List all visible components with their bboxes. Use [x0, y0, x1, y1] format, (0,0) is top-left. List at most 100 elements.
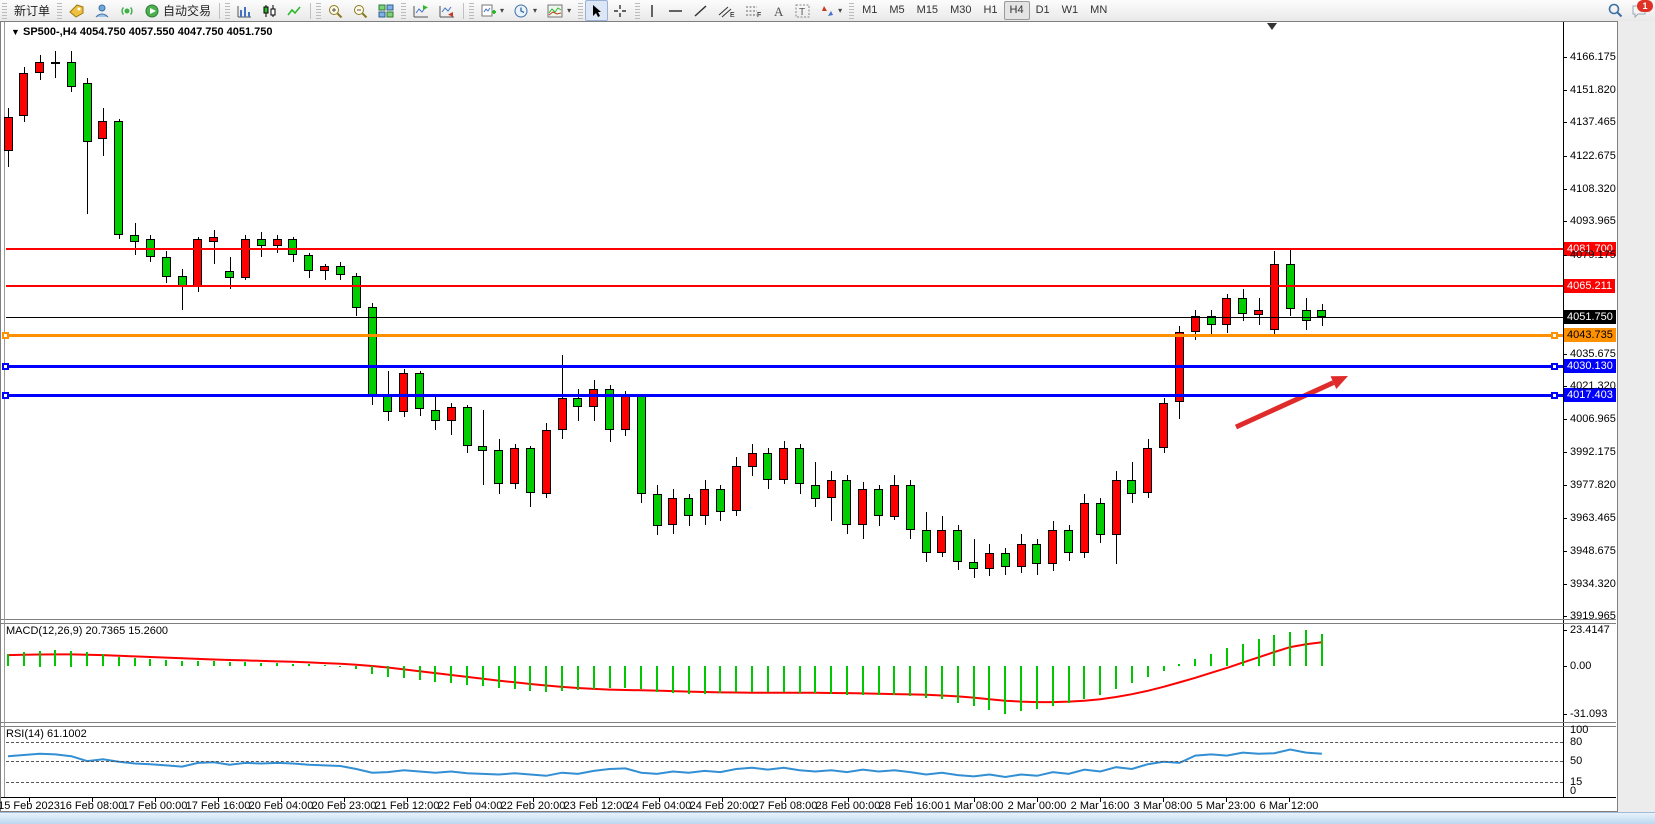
text-tool[interactable]: A [767, 0, 790, 21]
macd-axis-label: 0.00 [1570, 660, 1592, 672]
chart-shift-icon [413, 4, 429, 18]
chart-menu-arrow[interactable]: ▼ [11, 27, 20, 37]
symbol-search-button[interactable] [1608, 3, 1623, 18]
indicators-button[interactable]: ▾ [542, 0, 576, 21]
candle-body [985, 553, 994, 569]
blue-level-line-1-anchor[interactable] [2, 363, 9, 370]
chart-shift-button[interactable] [408, 0, 434, 21]
broadcast-icon [120, 4, 135, 18]
chat-button[interactable]: 1 [1631, 0, 1653, 18]
price-tick [1563, 189, 1567, 190]
candle-body [589, 389, 598, 407]
time-tick [29, 798, 30, 802]
timeframe-button-m15[interactable]: M15 [916, 4, 939, 16]
orange-level-line-anchor[interactable] [1551, 332, 1558, 339]
candle-body [19, 73, 28, 116]
candle-body [874, 489, 883, 516]
trendline-icon [693, 4, 708, 18]
time-axis-label: 20 Feb 23:00 [311, 800, 377, 812]
resistance-line-1[interactable] [6, 248, 1563, 250]
candle-wick [325, 264, 326, 280]
line-chart-button[interactable] [282, 0, 307, 21]
panel-separator-2b [1, 726, 1616, 727]
macd-histogram-bar [244, 662, 246, 666]
new-chart-button[interactable]: ▾ [476, 0, 509, 21]
price-tick-label: 4093.965 [1570, 215, 1616, 227]
blue-level-line-1-badge: 4030.130 [1564, 359, 1616, 373]
macd-histogram-bar [1305, 630, 1307, 666]
time-tick [848, 798, 849, 802]
candle-body [288, 239, 297, 255]
toolbar-group-handle [578, 2, 584, 19]
timeframe-button-d1[interactable]: D1 [1035, 4, 1050, 16]
vertical-line-tool[interactable] [642, 0, 663, 21]
price-tick [1563, 616, 1567, 617]
timeframe-button-h1[interactable]: H1 [983, 4, 998, 16]
timeframe-button-w1[interactable]: W1 [1061, 4, 1079, 16]
orange-level-line-badge: 4043.735 [1564, 328, 1616, 342]
tile-windows-button[interactable] [373, 0, 399, 21]
macd-histogram-bar [1052, 666, 1054, 706]
blue-level-line-2-anchor[interactable] [2, 392, 9, 399]
profiles-button[interactable] [90, 0, 115, 21]
equidistant-channel-tool[interactable]: E [713, 0, 740, 21]
time-axis-label: 24 Feb 20:00 [689, 800, 755, 812]
status-bar [0, 812, 1655, 824]
macd-histogram-bar [482, 666, 484, 686]
toolbar-group-handle [225, 2, 231, 19]
zoom-in-button[interactable] [323, 0, 348, 21]
dropdown-arrow-icon[interactable]: ▾ [533, 6, 538, 15]
orange-level-line[interactable] [6, 334, 1563, 337]
fibonacci-tool[interactable]: F [740, 0, 767, 21]
price-tick-label: 4137.465 [1570, 116, 1616, 128]
time-tick [1226, 798, 1227, 802]
candle-body [494, 450, 503, 484]
timeframe-button-m1[interactable]: M1 [862, 4, 878, 16]
blue-level-line-2[interactable] [6, 394, 1563, 397]
chart-window[interactable]: ▼ SP500-,H4 4054.750 4057.550 4047.750 4… [0, 21, 1618, 812]
horizontal-line-tool[interactable] [663, 0, 688, 21]
new-order-button[interactable]: 新订单 [9, 0, 55, 21]
text-icon: A [772, 4, 785, 18]
macd-histogram-bar [609, 666, 611, 688]
time-axis-label: 28 Feb 00:00 [815, 800, 881, 812]
arrows-tool[interactable]: ▾ [815, 0, 847, 21]
macd-tick [1563, 630, 1567, 631]
toolbar-group-handle [635, 2, 641, 19]
cursor-tool-button[interactable] [585, 0, 609, 21]
timeframe-button-mn[interactable]: MN [1090, 4, 1108, 16]
toolbar-separator [463, 2, 465, 19]
fibo-icon: F [745, 4, 762, 18]
periods-button[interactable]: ▾ [509, 0, 542, 21]
dropdown-arrow-icon[interactable]: ▾ [500, 6, 505, 15]
bar-chart-icon [237, 4, 252, 18]
time-tick [155, 798, 156, 802]
candle-body [1112, 480, 1121, 535]
price-tick [1563, 518, 1567, 519]
resistance-line-2[interactable] [6, 285, 1563, 287]
candle-chart-button[interactable] [257, 0, 282, 21]
auto-scroll-button[interactable] [434, 0, 460, 21]
timeframe-button-h4[interactable]: H4 [1003, 1, 1030, 20]
dropdown-arrow-icon[interactable]: ▾ [567, 6, 572, 15]
bid-price-line[interactable] [6, 317, 1563, 318]
bar-chart-button[interactable] [232, 0, 257, 21]
trendline-tool[interactable] [688, 0, 713, 21]
blue-level-line-2-anchor[interactable] [1551, 392, 1558, 399]
timeframe-button-m30[interactable]: M30 [950, 4, 972, 16]
text-label-tool[interactable]: T [790, 0, 815, 21]
tag-icon [69, 3, 85, 18]
orange-level-line-anchor[interactable] [2, 332, 9, 339]
timeframe-button-m5[interactable]: M5 [889, 4, 905, 16]
blue-level-line-1-anchor[interactable] [1551, 363, 1558, 370]
auto-trading-button[interactable]: 自动交易 [140, 0, 216, 21]
dropdown-arrow-icon[interactable]: ▾ [838, 6, 843, 15]
blue-level-line-1[interactable] [6, 365, 1563, 368]
crosshair-tool-button[interactable] [608, 0, 633, 21]
candle-body [368, 307, 377, 396]
time-axis-label: 23 Feb 12:00 [563, 800, 629, 812]
signals-button[interactable] [115, 0, 140, 21]
zoom-out-button[interactable] [348, 0, 373, 21]
history-center-button[interactable] [64, 0, 90, 21]
toolbar-separator [219, 2, 221, 19]
